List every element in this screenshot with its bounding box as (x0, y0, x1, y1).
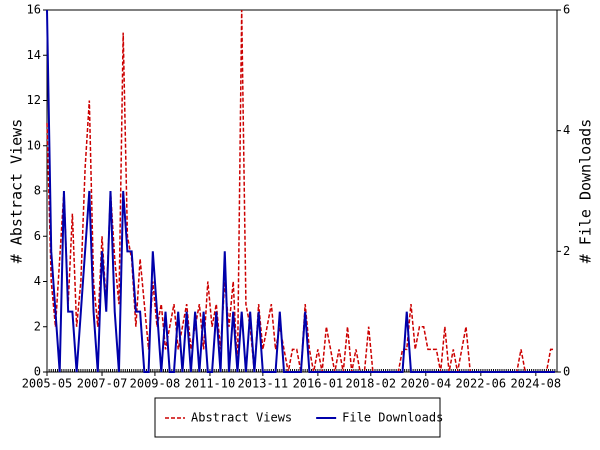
x-tick-label: 2011-10 (185, 377, 236, 391)
x-tick-label: 2013-11 (238, 377, 289, 391)
y-axis-title: # Abstract Views (8, 119, 26, 264)
y-tick-label: 8 (34, 184, 41, 198)
series-line (46, 9, 555, 373)
y-tick-label: 12 (27, 93, 41, 107)
y2-tick-label: 0 (563, 365, 570, 379)
x-tick-label: 2009-08 (130, 377, 181, 391)
y2-tick-label: 4 (563, 123, 570, 137)
y2-tick-label: 2 (563, 244, 570, 258)
x-tick-label: 2018-02 (345, 377, 396, 391)
y2-axis-title: # File Downloads (577, 119, 595, 264)
y-tick-label: 0 (34, 365, 41, 379)
x-tick-label: 2024-08 (511, 377, 562, 391)
y2-tick-label: 6 (563, 3, 570, 17)
x-tick-label: 2005-05 (22, 377, 73, 391)
x-tick-label: 2016-01 (293, 377, 344, 391)
x-tick-label: 2020-04 (401, 377, 452, 391)
y-tick-label: 14 (27, 48, 41, 62)
x-tick-label: 2007-07 (77, 377, 128, 391)
legend-box (154, 397, 441, 438)
y-tick-label: 6 (34, 229, 41, 243)
y-tick-label: 2 (34, 319, 41, 333)
legend-label: File Downloads (342, 411, 443, 425)
x-tick-label: 2022-06 (456, 377, 507, 391)
legend-label: Abstract Views (191, 411, 292, 425)
y-tick-label: 16 (27, 3, 41, 17)
y-tick-label: 10 (27, 138, 41, 152)
plot-frame (46, 9, 558, 373)
y-tick-label: 4 (34, 274, 41, 288)
